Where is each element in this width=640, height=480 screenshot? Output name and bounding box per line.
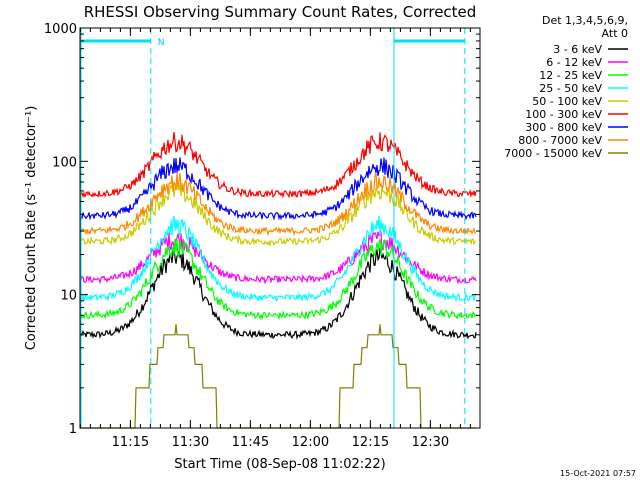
chart-title: RHESSI Observing Summary Count Rates, Co…	[84, 3, 477, 21]
series-line-6	[79, 157, 477, 221]
night-intervals: N	[80, 28, 466, 428]
plot-frame	[79, 27, 481, 429]
series-line-7	[79, 172, 477, 237]
legend-header-line1: Det 1,3,4,5,6,9,	[542, 14, 628, 27]
x-tick-label-5: 12:30	[412, 435, 449, 450]
legend-label-0: 3 - 6 keV	[553, 43, 602, 56]
legend-label-5: 100 - 300 keV	[525, 108, 602, 121]
night-label: N	[158, 38, 165, 48]
series-line-4	[79, 182, 477, 247]
x-tick-label-2: 11:45	[232, 435, 269, 450]
series-line-0	[79, 247, 477, 341]
series-line-2	[79, 238, 477, 321]
footer-date: 15-Oct-2021 07:57	[560, 469, 636, 478]
legend-label-8: 7000 - 15000 keV	[504, 147, 602, 160]
legend-label-3: 25 - 50 keV	[539, 82, 602, 95]
x-tick-label-0: 11:15	[112, 435, 149, 450]
x-axis-label: Start Time (08-Sep-08 11:02:22)	[174, 457, 385, 472]
legend-header-line2: Att 0	[602, 27, 628, 40]
legend-label-1: 6 - 12 keV	[546, 56, 602, 69]
series-line-5	[79, 132, 477, 199]
legend-label-2: 12 - 25 keV	[539, 69, 602, 82]
y-tick-label-1: 10	[60, 289, 77, 304]
y-tick-label-0: 1	[69, 422, 77, 437]
y-tick-label-2: 100	[52, 155, 77, 170]
y-axis: 1 10 100 1000	[44, 22, 480, 437]
x-tick-label-4: 12:15	[352, 435, 389, 450]
x-axis: 11:15 11:30 11:45 12:00 12:15 12:30	[79, 28, 471, 450]
series-line-3	[79, 215, 477, 303]
legend-label-4: 50 - 100 keV	[532, 95, 602, 108]
series-layer	[79, 132, 477, 429]
x-tick-label-3: 12:00	[292, 435, 329, 450]
legend-label-6: 300 - 800 keV	[525, 121, 602, 134]
y-axis-label: Corrected Count Rate (s⁻¹ detector⁻¹)	[24, 106, 39, 351]
legend-label-7: 800 - 7000 keV	[518, 134, 602, 147]
series-line-8	[80, 324, 476, 429]
x-tick-label-1: 11:30	[172, 435, 209, 450]
y-tick-label-3: 1000	[44, 22, 77, 37]
